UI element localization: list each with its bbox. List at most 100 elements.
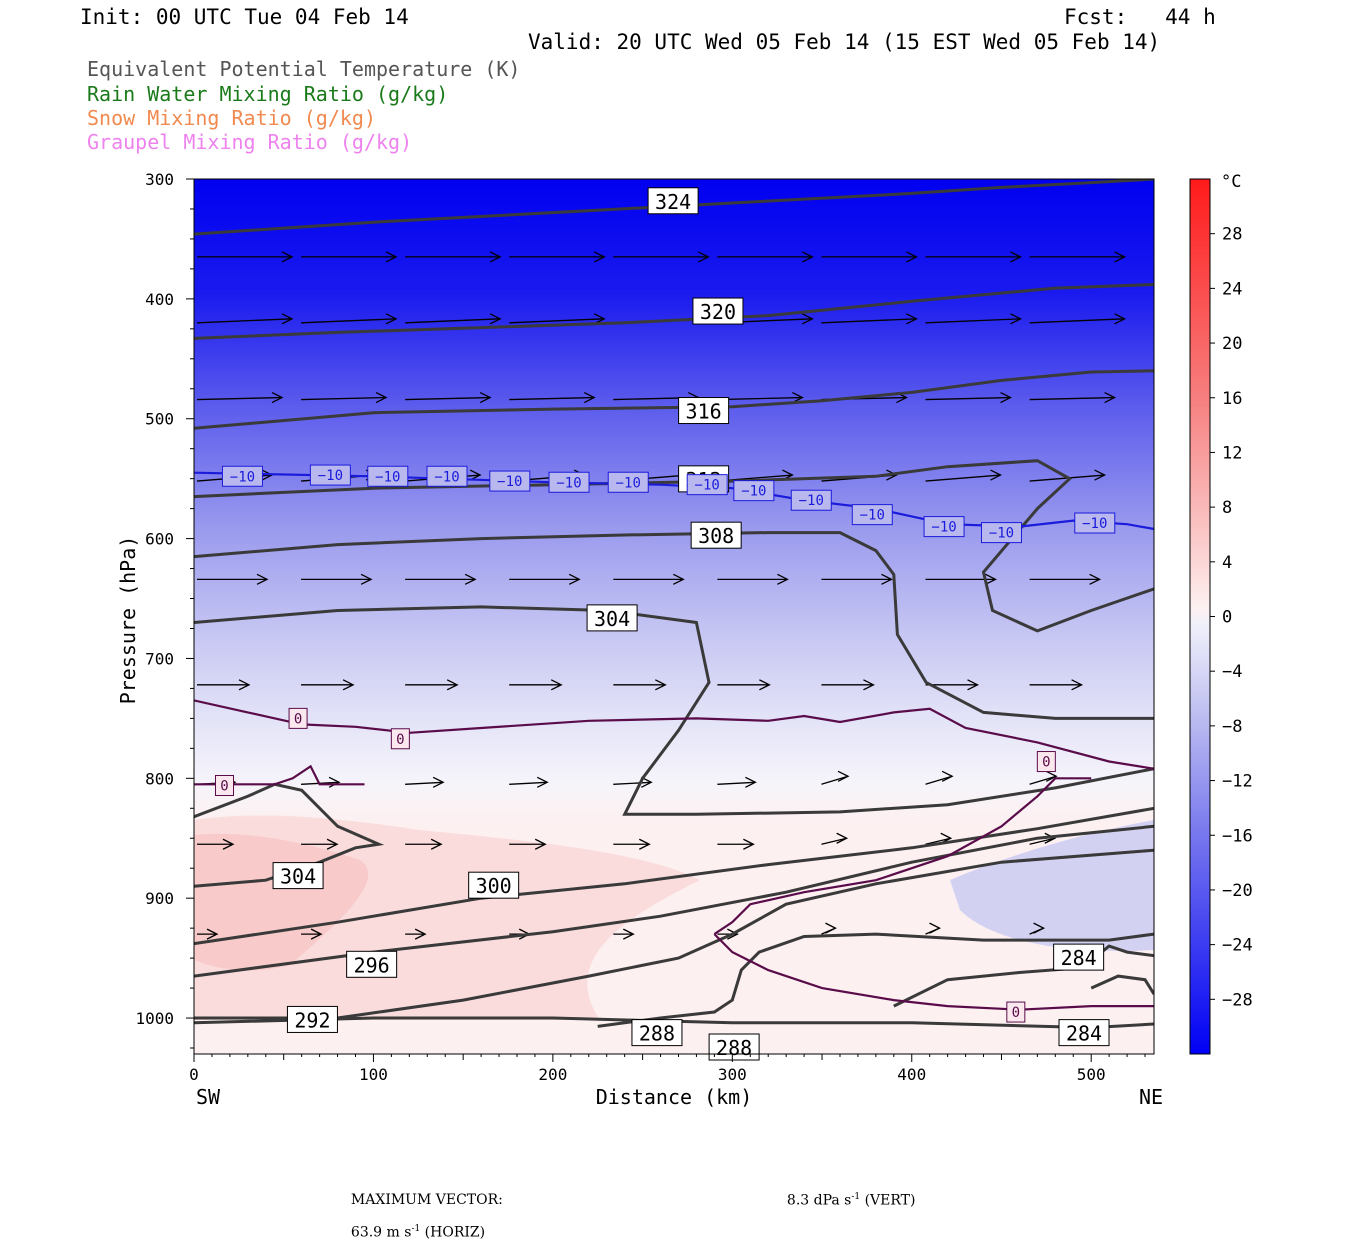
wind-arrow xyxy=(1029,573,1102,585)
wind-arrow xyxy=(821,922,837,935)
wind-arrow xyxy=(717,838,755,850)
colorbar-label: −4 xyxy=(1222,662,1242,682)
wind-vectors xyxy=(196,251,1127,940)
isotherm-label--10: −10 xyxy=(367,465,409,487)
isotherm-label-text: −10 xyxy=(616,475,641,491)
wind-arrow xyxy=(925,770,954,785)
wind-arrow xyxy=(717,679,771,691)
wind-arrow xyxy=(925,679,979,691)
wind-arrow xyxy=(405,313,502,325)
theta-e-label-284: 284 xyxy=(1058,1019,1110,1047)
forecast-hour: Fcst: 44 h xyxy=(1064,5,1216,29)
isotherm-label-text: 0 xyxy=(1012,1005,1020,1021)
theta-e-label-text: 300 xyxy=(476,874,512,898)
wind-arrow xyxy=(509,776,549,788)
theta-e-label-text: 324 xyxy=(655,190,691,214)
isotherm-label-text: −10 xyxy=(860,508,885,524)
isotherm-label-0: 0 xyxy=(1006,1001,1026,1023)
colorbar-label: 12 xyxy=(1222,443,1242,463)
colorbar-label: −16 xyxy=(1222,826,1253,846)
theta-e-label-text: 284 xyxy=(1061,946,1097,970)
theta-e-contour-296 xyxy=(194,824,1154,978)
theta-e-label-text: 284 xyxy=(1066,1022,1102,1046)
theta-e-contour-324 xyxy=(194,179,1154,236)
wind-arrow xyxy=(1029,313,1127,325)
colorbar-label: 20 xyxy=(1222,334,1242,354)
wind-arrow xyxy=(197,573,269,585)
theta-e-contour-288 xyxy=(597,932,1154,1028)
x-axis-end-ne: NE xyxy=(1139,1085,1163,1109)
x-tick-label-100: 100 xyxy=(359,1065,388,1084)
legend-snow: Snow Mixing Ratio (g/kg) xyxy=(87,106,376,130)
isotherm-label--10: −10 xyxy=(426,465,468,487)
wind-arrow xyxy=(405,838,443,850)
wind-arrow xyxy=(405,679,459,691)
wind-arrow xyxy=(301,313,398,325)
isotherm-label--10: −10 xyxy=(489,470,531,492)
theta-e-label-288: 288 xyxy=(708,1033,760,1061)
wind-arrow xyxy=(717,573,789,585)
wind-arrow xyxy=(1029,679,1084,691)
theta-e-label-text: 304 xyxy=(594,607,630,631)
valid-time: Valid: 20 UTC Wed 05 Feb 14 (15 EST Wed … xyxy=(528,30,1161,54)
isotherm-label-text: −10 xyxy=(931,520,956,536)
isotherm-label-text: −10 xyxy=(497,474,522,490)
isotherm-label-text: −10 xyxy=(799,493,824,509)
wind-arrow xyxy=(1029,922,1046,935)
wind-arrow xyxy=(1029,832,1057,845)
wind-arrow xyxy=(925,469,1002,482)
theta-e-label-304: 304 xyxy=(272,862,324,890)
isotherm-label--10: −10 xyxy=(548,471,590,493)
isotherm-label--10: −10 xyxy=(686,474,728,496)
legend-rain: Rain Water Mixing Ratio (g/kg) xyxy=(87,82,449,106)
isotherm-label-text: −10 xyxy=(556,475,581,491)
isotherm-label--10: −10 xyxy=(851,504,893,526)
footer-vert-vector: 8.3 dPa s-1 (VERT) xyxy=(778,1176,916,1209)
wind-arrow xyxy=(196,391,284,404)
isotherm-label--10: −10 xyxy=(980,522,1022,544)
wind-arrow xyxy=(717,251,814,263)
vert-max-value: 8.3 dPa s xyxy=(786,1192,852,1209)
isotherm-label--10: −10 xyxy=(1074,512,1116,534)
theta-e-contour-304 xyxy=(194,605,1154,816)
isotherm-0 xyxy=(713,933,1154,1011)
y-tick-label-800: 800 xyxy=(145,769,174,788)
x-tick-label-0: 0 xyxy=(189,1065,199,1084)
isotherm-label--10: −10 xyxy=(923,516,965,538)
wind-arrow xyxy=(821,251,918,263)
theta-e-label-text: 288 xyxy=(716,1036,752,1060)
isotherm-label-text: −10 xyxy=(375,469,400,485)
colorbar-label: −24 xyxy=(1222,936,1253,956)
wind-arrow xyxy=(1029,251,1127,263)
isotherm-0 xyxy=(194,764,365,786)
wind-arrow xyxy=(613,251,710,263)
cross-section-chart: 3243203163123083043043002962922882842882… xyxy=(116,170,1253,1109)
y-tick-label-400: 400 xyxy=(145,290,174,309)
wind-arrow xyxy=(301,251,398,263)
colorbar-label: 4 xyxy=(1222,553,1232,573)
wind-arrow xyxy=(613,838,651,850)
wind-arrow xyxy=(821,679,875,691)
wind-arrow xyxy=(197,928,219,940)
x-tick-label-400: 400 xyxy=(897,1065,926,1084)
wind-arrow xyxy=(821,832,849,845)
colorbar-label: −8 xyxy=(1222,717,1242,737)
theta-e-label-text: 304 xyxy=(280,865,316,889)
theta-e-label-320: 320 xyxy=(692,297,744,325)
isotherm-contours xyxy=(194,471,1154,1011)
colorbar-gradient xyxy=(1189,178,1211,1055)
wind-arrow xyxy=(301,679,355,691)
x-axis-title: Distance (km) xyxy=(596,1085,753,1109)
theta-e-label-text: 316 xyxy=(686,400,722,424)
theta-e-contour-284 xyxy=(1090,974,1154,995)
wind-arrow xyxy=(821,770,850,785)
x-tick-label-500: 500 xyxy=(1077,1065,1106,1084)
wind-arrow xyxy=(301,391,388,404)
colorbar-label: −28 xyxy=(1222,990,1253,1010)
wind-arrow xyxy=(613,679,667,691)
axes: 300 400 500 600 700 800 900 1000 0 100 200 300 400 50… xyxy=(135,170,1146,1084)
isotherm-label-text: 0 xyxy=(294,711,302,727)
isotherm-label-text: 0 xyxy=(396,732,404,748)
y-tick-label-1000: 1000 xyxy=(135,1009,174,1028)
isotherm-label--10: −10 xyxy=(733,480,775,502)
